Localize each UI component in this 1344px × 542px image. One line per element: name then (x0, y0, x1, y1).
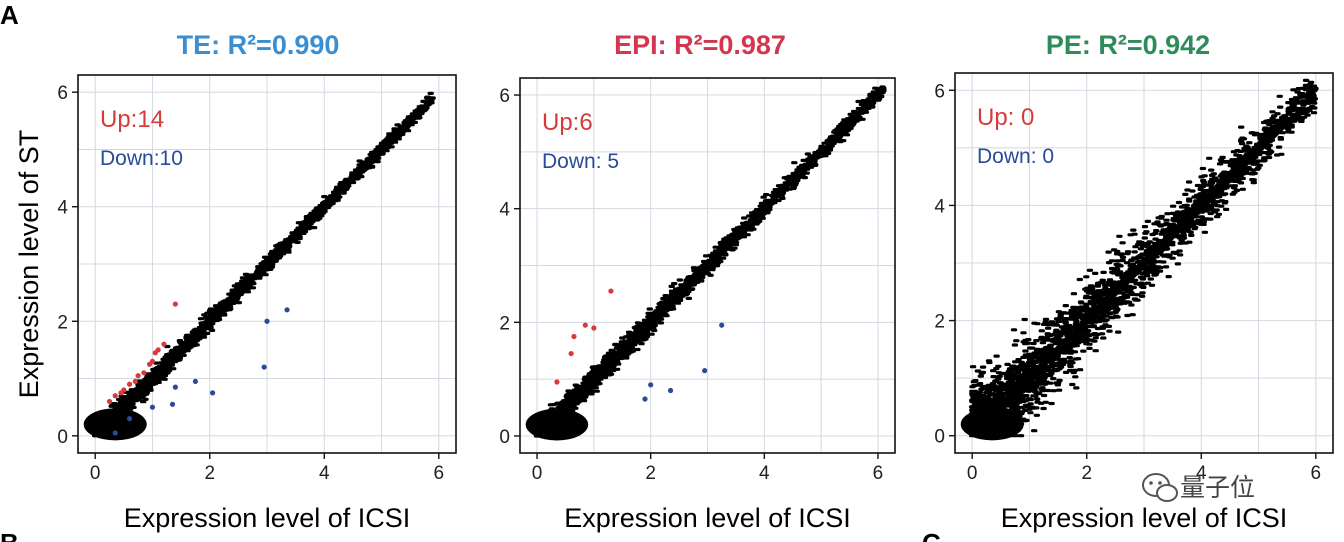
panel-letter-a: A (0, 0, 19, 30)
y-tick-label: 4 (57, 198, 68, 219)
y-tick-label: 0 (57, 427, 68, 448)
tick-labels-pe: 0 2 4 6 0 2 4 6 (934, 81, 1321, 484)
y-tick-label: 2 (934, 312, 945, 333)
point-up (568, 350, 574, 357)
y-tick-label: 6 (57, 83, 68, 104)
point-down (648, 382, 654, 388)
x-axis-label-pe: Expression level of ICSI (1001, 503, 1288, 533)
point-up (112, 393, 118, 399)
x-tick-label: 6 (434, 463, 445, 484)
point-up (135, 373, 141, 379)
point-up (141, 370, 147, 376)
point-down (126, 416, 133, 422)
point-down (172, 384, 178, 390)
point-down (261, 364, 267, 370)
point-up (172, 301, 178, 307)
plot-frame-te (77, 74, 457, 454)
x-tick-label: 0 (90, 463, 101, 484)
point-cloud-band (98, 123, 407, 438)
point-up (126, 381, 133, 387)
point-down (284, 307, 290, 313)
panel-letter-b: B (0, 528, 19, 542)
point-up (161, 341, 167, 347)
point-up (554, 379, 560, 385)
y-tick-label: 2 (57, 312, 68, 333)
wechat-icon (1142, 473, 1178, 502)
chart-title-epi: EPI: R²=0.987 (614, 30, 786, 60)
point-up (106, 398, 113, 405)
x-tick-label: 6 (873, 463, 884, 484)
y-tick-label: 0 (499, 427, 510, 448)
y-axis-label-te: Expression level of ST (14, 130, 44, 399)
up-count-te: Up:14 (100, 106, 164, 133)
x-tick-label: 4 (319, 463, 330, 484)
point-cloud-epi (525, 85, 887, 441)
point-down (642, 396, 648, 402)
point-down (264, 318, 270, 324)
point-cloud-band (975, 110, 1289, 437)
x-tick-label: 6 (1311, 463, 1322, 484)
tick-labels-epi: 0 2 4 6 0 2 4 6 (499, 86, 883, 484)
point-up (582, 322, 588, 328)
scatter-panel-te: 0 2 4 6 0 2 4 6 TE: R²=0.990 Up:14 Down:10 Expr… (14, 30, 457, 533)
point-cloud-band (539, 115, 856, 438)
point-down (702, 368, 708, 374)
point-down (112, 430, 118, 436)
x-tick-label: 0 (967, 463, 978, 484)
down-count-te: Down:10 (100, 147, 183, 170)
y-tick-label: 0 (934, 427, 945, 448)
y-tick-label: 6 (934, 81, 945, 102)
down-count-pe: Down: 0 (977, 145, 1054, 168)
point-up (132, 378, 138, 385)
point-up (571, 333, 577, 340)
x-tick-label: 0 (532, 463, 543, 484)
y-tick-label: 4 (934, 196, 945, 217)
point-cloud-te (83, 91, 436, 441)
plot-frame-pe (954, 72, 1334, 454)
y-tick-label: 4 (499, 200, 510, 221)
x-axis-label-te: Expression level of ICSI (124, 503, 411, 533)
chart-title-te: TE: R²=0.990 (177, 30, 340, 60)
point-down (149, 404, 156, 410)
point-down (667, 387, 674, 394)
point-down (209, 390, 216, 396)
highlight-points-epi (554, 288, 725, 402)
point-up (591, 325, 597, 331)
x-tick-label: 4 (1196, 463, 1207, 484)
panel-letter-c: C (922, 528, 941, 542)
x-tick-label: 4 (759, 463, 770, 484)
point-down (169, 401, 176, 407)
up-count-pe: Up: 0 (977, 104, 1034, 131)
x-axis-label-epi: Expression level of ICSI (564, 503, 851, 533)
scatter-panel-pe: 0 2 4 6 0 2 4 6 PE: R²=0.942 Up: 0 Down: 0 Expr… (934, 30, 1334, 533)
point-up (121, 387, 127, 393)
watermark: 量子位 (1142, 473, 1255, 502)
point-down (192, 378, 199, 385)
plot-frame-epi (519, 77, 896, 454)
down-count-epi: Down: 5 (542, 150, 619, 173)
x-tick-label: 2 (1081, 463, 1092, 484)
point-up (608, 288, 614, 294)
point-up (155, 347, 161, 353)
scatter-panel-epi: 0 2 4 6 0 2 4 6 EPI: R²=0.987 Up:6 Down: 5 Expr… (499, 30, 896, 533)
tick-labels-te: 0 2 4 6 0 2 4 6 (57, 83, 444, 484)
x-tick-label: 2 (645, 463, 656, 484)
y-tick-label: 6 (499, 86, 510, 107)
chart-title-pe: PE: R²=0.942 (1046, 30, 1210, 60)
x-tick-label: 2 (204, 463, 215, 484)
highlight-points-te (106, 301, 290, 436)
point-down (719, 322, 725, 328)
up-count-epi: Up:6 (542, 109, 593, 136)
watermark-text: 量子位 (1180, 473, 1255, 502)
point-up (149, 358, 156, 364)
y-tick-label: 2 (499, 313, 510, 334)
point-cloud-pe (960, 78, 1319, 441)
